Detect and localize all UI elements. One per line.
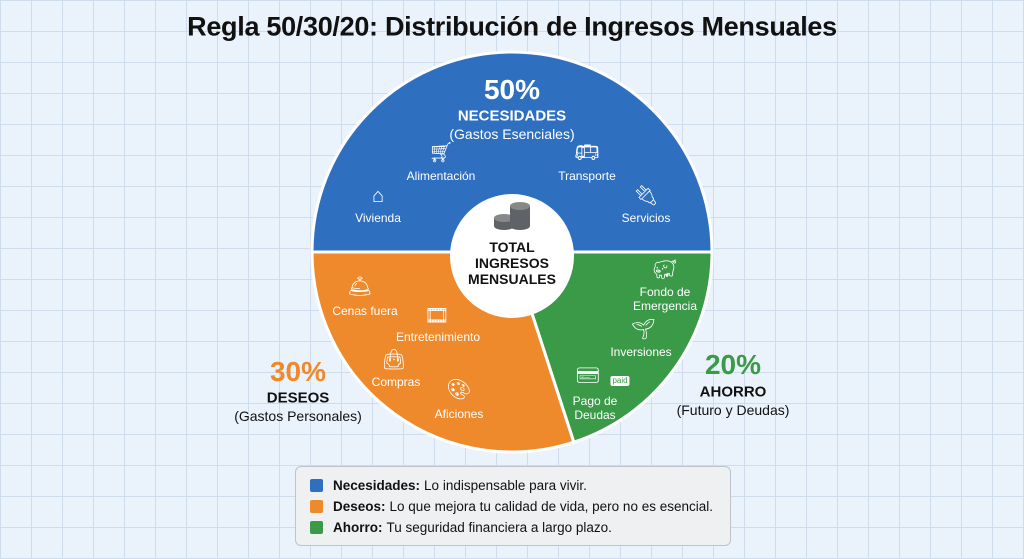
credit-card-paid-icon: 💳︎ — [575, 365, 601, 387]
item-inversiones: Inversiones — [610, 345, 672, 359]
item-aficiones: Aficiones — [434, 407, 484, 421]
legend-swatch — [310, 500, 323, 513]
ahorro-subtitle: (Futuro y Deudas) — [676, 402, 790, 418]
shopping-cart-icon: 🛒︎ — [428, 142, 454, 164]
deseos-percent: 30% — [269, 356, 327, 387]
coins-icon — [494, 202, 530, 230]
item-transporte: Transporte — [558, 169, 616, 183]
item-cenas-fuera: Cenas fuera — [332, 304, 398, 318]
legend-text: Lo indispensable para vivir. — [424, 478, 587, 493]
pie-slice-necesidades — [310, 50, 714, 254]
legend-name: Ahorro: — [333, 520, 383, 535]
legend-item-deseos: Deseos: Lo que mejora tu calidad de vida,… — [310, 496, 716, 517]
ahorro-label: AHORRO — [699, 383, 767, 401]
legend-swatch — [310, 479, 323, 492]
legend-item-necesidades: Necesidades: Lo indispensable para vivir. — [310, 475, 716, 496]
item-pago-deudas: Pago de Deudas — [572, 394, 618, 422]
legend-name: Deseos: — [333, 499, 386, 514]
deseos-subtitle: (Gastos Personales) — [234, 408, 362, 424]
necesidades-subtitle: (Gastos Esenciales) — [449, 126, 575, 142]
legend: Necesidades: Lo indispensable para vivir.… — [295, 466, 731, 546]
plant-hand-icon: 🌱︎ — [630, 319, 656, 341]
ahorro-percent: 20% — [704, 349, 762, 380]
legend-item-ahorro: Ahorro: Tu seguridad financiera a largo p… — [310, 517, 716, 538]
chart-title: Regla 50/30/20: Distribución de Ingresos… — [187, 11, 837, 42]
center-label-line: MENSUALES — [468, 271, 556, 287]
necesidades-percent: 50% — [483, 74, 541, 105]
legend-swatch — [310, 521, 323, 534]
center-label: TOTAL INGRESOS MENSUALES — [468, 239, 556, 287]
item-fondo-emergencia: Fondo de Emergencia — [632, 285, 698, 313]
legend-text: Lo que mejora tu calidad de vida, pero n… — [389, 499, 713, 514]
paid-badge: paid — [610, 376, 630, 386]
movie-ticket-icon: 🎞︎ — [424, 305, 450, 327]
item-compras: Compras — [371, 375, 421, 389]
center-label-line: TOTAL — [489, 239, 535, 255]
legend-text: Tu seguridad financiera a largo plazo. — [386, 520, 612, 535]
item-vivienda: Vivienda — [355, 211, 401, 225]
bus-icon: 🚌︎ — [574, 142, 600, 164]
serving-cloche-icon: 🛎︎ — [347, 276, 373, 298]
pie-slice-ahorro — [509, 250, 714, 445]
center-label-line: INGRESOS — [475, 255, 549, 271]
house-icon: ⌂ — [371, 185, 385, 207]
item-entretenimiento: Entretenimiento — [395, 330, 481, 344]
item-alimentacion: Alimentación — [406, 169, 476, 183]
hobbies-palette-icon: 🎨︎ — [446, 379, 472, 401]
piggy-bank-icon: 🐖︎ — [652, 259, 678, 281]
deseos-label: DESEOS — [266, 389, 330, 407]
center-circle — [450, 194, 574, 318]
legend-name: Necesidades: — [333, 478, 421, 493]
utilities-plug-icon: 🔌︎ — [633, 185, 659, 207]
necesidades-label: NECESIDADES — [457, 107, 567, 125]
item-servicios: Servicios — [621, 211, 671, 225]
shopping-bag-icon: 👜︎ — [381, 349, 407, 371]
